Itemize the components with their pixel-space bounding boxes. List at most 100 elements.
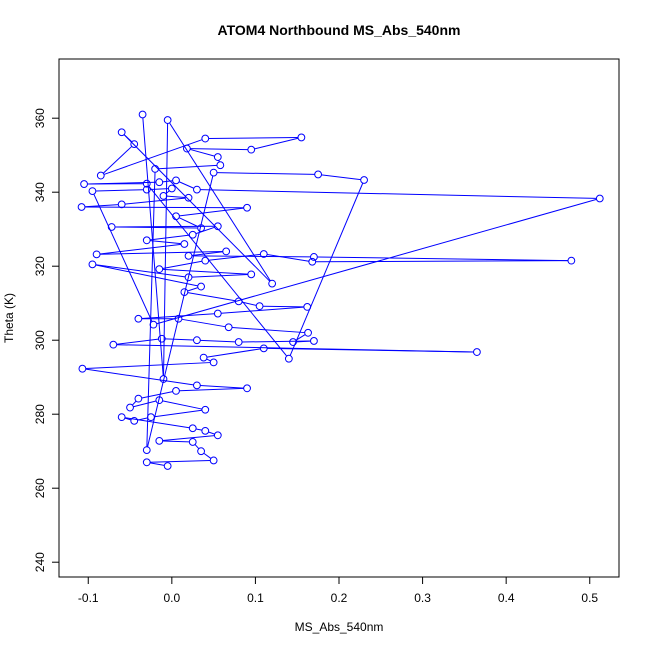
- series-segment: [162, 435, 215, 442]
- data-point: [193, 381, 201, 390]
- data-point: [172, 212, 180, 221]
- series-segment: [95, 264, 186, 278]
- data-point: [222, 247, 231, 256]
- series-segment: [169, 122, 271, 281]
- y-tick-label: 240: [33, 552, 47, 572]
- series-segment: [95, 264, 198, 287]
- y-tick-label: 280: [33, 404, 47, 424]
- data-point: [88, 187, 97, 195]
- data-point: [130, 416, 139, 425]
- series-segment: [162, 260, 203, 270]
- data-point: [201, 405, 210, 414]
- x-tick-label: 0.4: [498, 591, 515, 605]
- data-point: [180, 240, 189, 248]
- chart-title: ATOM4 Northbound MS_Abs_540nm: [218, 22, 461, 38]
- x-tick-label: 0.3: [414, 591, 431, 605]
- series-segment: [187, 292, 236, 302]
- data-point: [289, 338, 297, 346]
- series-segment: [191, 255, 311, 258]
- data-point: [78, 364, 87, 373]
- series-segment: [206, 358, 211, 362]
- series-segment: [141, 391, 173, 399]
- series-segment: [84, 204, 119, 208]
- data-point: [184, 193, 193, 202]
- series-segment: [178, 181, 195, 189]
- series-segment: [147, 175, 214, 447]
- series-lines: [84, 117, 597, 466]
- series-segment: [221, 306, 304, 314]
- data-point: [247, 270, 256, 279]
- data-point: [155, 436, 164, 445]
- data-point: [157, 334, 166, 343]
- x-tick-label: 0.2: [331, 591, 348, 605]
- data-point: [142, 236, 151, 245]
- data-point: [268, 279, 277, 288]
- data-point: [188, 424, 197, 433]
- series-segment: [166, 195, 186, 198]
- data-point: [255, 302, 264, 311]
- data-point: [259, 250, 268, 258]
- series-segment: [162, 180, 173, 183]
- data-point: [213, 309, 222, 318]
- data-point: [174, 314, 183, 323]
- series-segment: [163, 123, 169, 376]
- data-point: [310, 337, 318, 345]
- x-tick-label: 0.5: [581, 591, 598, 605]
- y-tick-label: 320: [33, 256, 47, 276]
- series-segment: [133, 400, 157, 408]
- series-segment: [191, 274, 248, 278]
- series-segment: [148, 186, 288, 357]
- data-point: [209, 456, 218, 465]
- series-segment: [165, 338, 194, 341]
- data-point: [213, 431, 222, 440]
- data-point: [134, 394, 143, 403]
- data-point: [308, 257, 317, 266]
- series-segment: [187, 287, 199, 292]
- data-point: [130, 140, 139, 149]
- data-point: [188, 230, 197, 239]
- data-point: [209, 358, 218, 367]
- data-point: [77, 203, 86, 211]
- series-segment: [190, 148, 248, 151]
- data-point: [213, 222, 222, 231]
- x-tick-label: 0.0: [163, 591, 180, 605]
- data-point: [155, 178, 164, 187]
- data-point: [247, 145, 256, 154]
- series-segment: [150, 462, 165, 466]
- series-segment: [95, 189, 144, 192]
- series-segment: [254, 137, 299, 150]
- data-point: [259, 344, 268, 353]
- data-point: [142, 458, 151, 467]
- y-tick-label: 360: [33, 108, 47, 128]
- data-point: [284, 354, 293, 363]
- data-point: [197, 224, 205, 232]
- data-point: [107, 223, 116, 231]
- series-segment: [208, 253, 261, 261]
- data-point: [149, 320, 158, 329]
- x-axis: -0.1 0.0 0.1 0.2 0.3 0.4 0.5: [78, 577, 598, 605]
- data-point: [159, 192, 168, 200]
- series-segment: [262, 305, 304, 308]
- series-segment: [191, 251, 223, 256]
- data-point: [117, 128, 126, 137]
- series-segment: [208, 136, 298, 140]
- data-point: [209, 168, 218, 177]
- series-segment: [84, 206, 244, 209]
- series-segment: [203, 452, 212, 459]
- series-segment: [99, 250, 223, 255]
- data-point: [197, 282, 205, 291]
- series-segment: [321, 174, 361, 181]
- data-point: [234, 297, 243, 306]
- data-point: [163, 462, 172, 470]
- series-segment: [165, 190, 170, 195]
- data-point: [595, 194, 604, 203]
- data-point: [159, 375, 168, 383]
- series-segment: [315, 260, 568, 263]
- series-segment: [217, 172, 315, 175]
- series-segment: [162, 268, 248, 275]
- data-point: [310, 253, 318, 261]
- series-segment: [181, 318, 226, 328]
- series-segment: [115, 225, 215, 228]
- data-point: [109, 340, 118, 349]
